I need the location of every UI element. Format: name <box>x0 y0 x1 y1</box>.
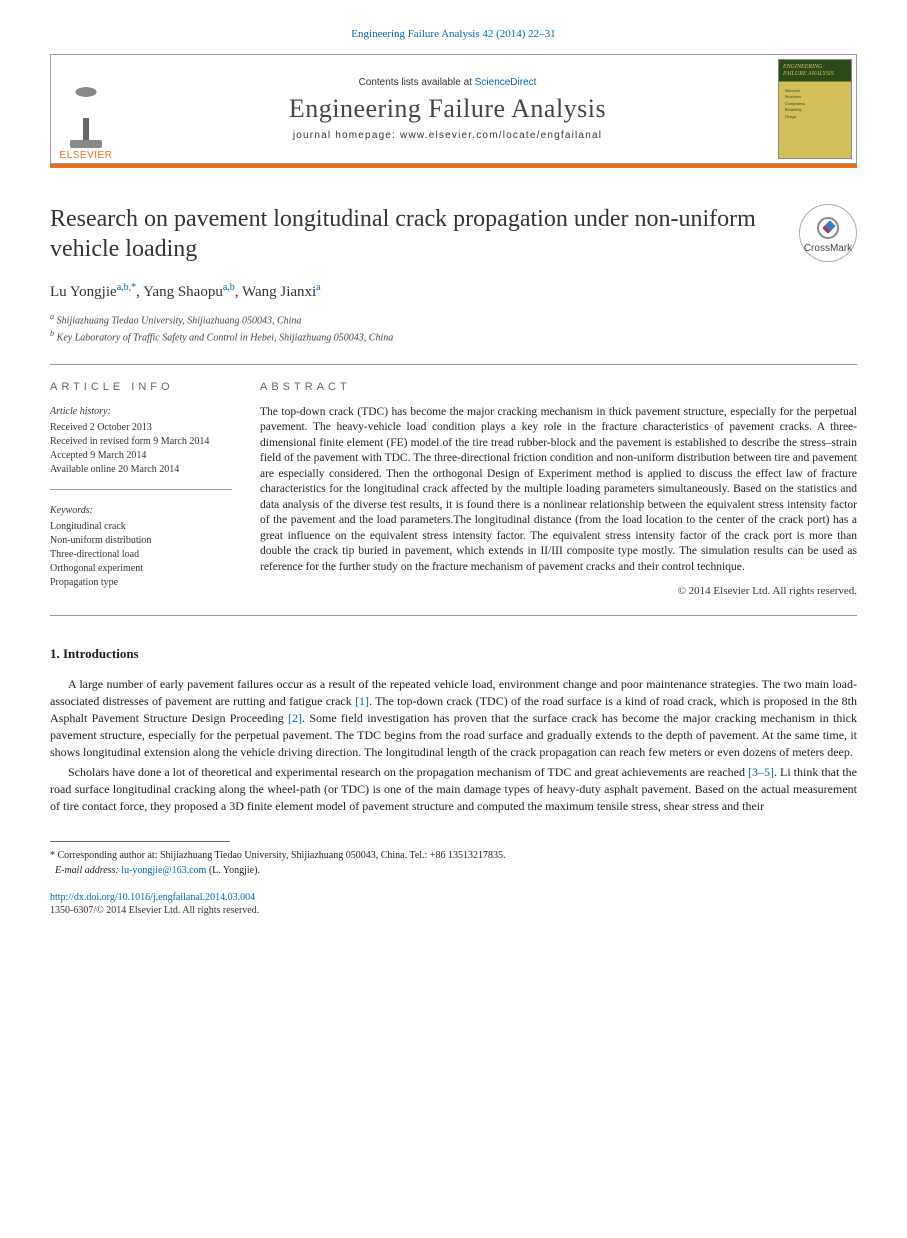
author-email-link[interactable]: lu-yongjie@163.com <box>121 865 206 876</box>
article-info: ARTICLE INFO Article history: Received 2… <box>50 381 232 598</box>
history-revised: Received in revised form 9 March 2014 <box>50 435 232 449</box>
orange-divider <box>50 164 857 168</box>
divider <box>50 615 857 616</box>
history-label: Article history: <box>50 405 232 419</box>
email-suffix: (L. Yongjie). <box>206 865 260 876</box>
journal-cover-thumbnail: ENGINEERING FAILURE ANALYSIS Materials S… <box>778 59 852 159</box>
citation-1[interactable]: [1] <box>355 694 369 708</box>
keyword-4: Orthogonal experiment <box>50 562 232 576</box>
abstract: ABSTRACT The top-down crack (TDC) has be… <box>260 381 857 598</box>
publisher-name: ELSEVIER <box>60 150 113 161</box>
keywords: Keywords: Longitudinal crack Non-uniform… <box>50 504 232 590</box>
keyword-2: Non-uniform distribution <box>50 534 232 548</box>
title-row: Research on pavement longitudinal crack … <box>50 204 857 264</box>
section-1-heading: 1. Introductions <box>50 646 857 662</box>
header-center: Contents lists available at ScienceDirec… <box>121 55 774 163</box>
crossmark-icon <box>817 217 839 239</box>
journal-name: Engineering Failure Analysis <box>289 94 606 124</box>
citation-2[interactable]: [2] <box>288 711 302 725</box>
contents-line: Contents lists available at ScienceDirec… <box>359 77 537 88</box>
cover-topics: Materials Structures Components Reliabil… <box>785 88 805 120</box>
top-reference: Engineering Failure Analysis 42 (2014) 2… <box>50 28 857 40</box>
keyword-1: Longitudinal crack <box>50 520 232 534</box>
history-online: Available online 20 March 2014 <box>50 463 232 477</box>
abstract-copyright: © 2014 Elsevier Ltd. All rights reserved… <box>260 585 857 597</box>
doi-link[interactable]: http://dx.doi.org/10.1016/j.engfailanal.… <box>50 892 857 903</box>
affiliations: a Shijiazhuang Tiedao University, Shijia… <box>50 311 857 346</box>
contents-prefix: Contents lists available at <box>359 77 475 88</box>
publisher-logo: ELSEVIER <box>51 55 121 163</box>
author-1-affil-link[interactable]: a,b,* <box>117 282 136 293</box>
email-line: E-mail address: lu-yongjie@163.com (L. Y… <box>50 863 857 878</box>
keyword-5: Propagation type <box>50 576 232 590</box>
affiliation-a: a Shijiazhuang Tiedao University, Shijia… <box>50 311 857 328</box>
history-received: Received 2 October 2013 <box>50 421 232 435</box>
author-3: Wang Jianxi <box>242 284 316 300</box>
elsevier-tree-icon <box>60 80 112 148</box>
article-title: Research on pavement longitudinal crack … <box>50 204 799 264</box>
article-history: Article history: Received 2 October 2013… <box>50 405 232 490</box>
author-3-affil-link[interactable]: a <box>316 282 320 293</box>
footnote-rule <box>50 841 230 842</box>
keyword-3: Three-directional load <box>50 548 232 562</box>
history-accepted: Accepted 9 March 2014 <box>50 449 232 463</box>
issn-copyright: 1350-6307/© 2014 Elsevier Ltd. All right… <box>50 905 857 916</box>
author-2-affil-link[interactable]: a,b <box>223 282 235 293</box>
author-1: Lu Yongjie <box>50 284 117 300</box>
info-abstract-row: ARTICLE INFO Article history: Received 2… <box>50 365 857 616</box>
crossmark-badge[interactable]: CrossMark <box>799 204 857 262</box>
email-label: E-mail address: <box>55 865 121 876</box>
affiliation-b: b Key Laboratory of Traffic Safety and C… <box>50 328 857 345</box>
author-list: Lu Yongjiea,b,*, Yang Shaopua,b, Wang Ji… <box>50 282 857 301</box>
citation-3-5[interactable]: [3–5] <box>748 765 774 779</box>
crossmark-label: CrossMark <box>804 243 852 254</box>
sciencedirect-link[interactable]: ScienceDirect <box>475 77 537 88</box>
body-paragraph-1: A large number of early pavement failure… <box>50 676 857 760</box>
keywords-label: Keywords: <box>50 504 232 518</box>
journal-header: ELSEVIER Contents lists available at Sci… <box>50 54 857 164</box>
author-2: Yang Shaopu <box>143 284 223 300</box>
abstract-body: The top-down crack (TDC) has become the … <box>260 405 857 576</box>
journal-homepage: journal homepage: www.elsevier.com/locat… <box>293 130 602 141</box>
article-info-header: ARTICLE INFO <box>50 381 232 393</box>
cover-title: ENGINEERING FAILURE ANALYSIS <box>783 64 847 77</box>
corresponding-author-note: * Corresponding author at: Shijiazhuang … <box>50 848 857 863</box>
body-paragraph-2: Scholars have done a lot of theoretical … <box>50 764 857 814</box>
abstract-header: ABSTRACT <box>260 381 857 393</box>
